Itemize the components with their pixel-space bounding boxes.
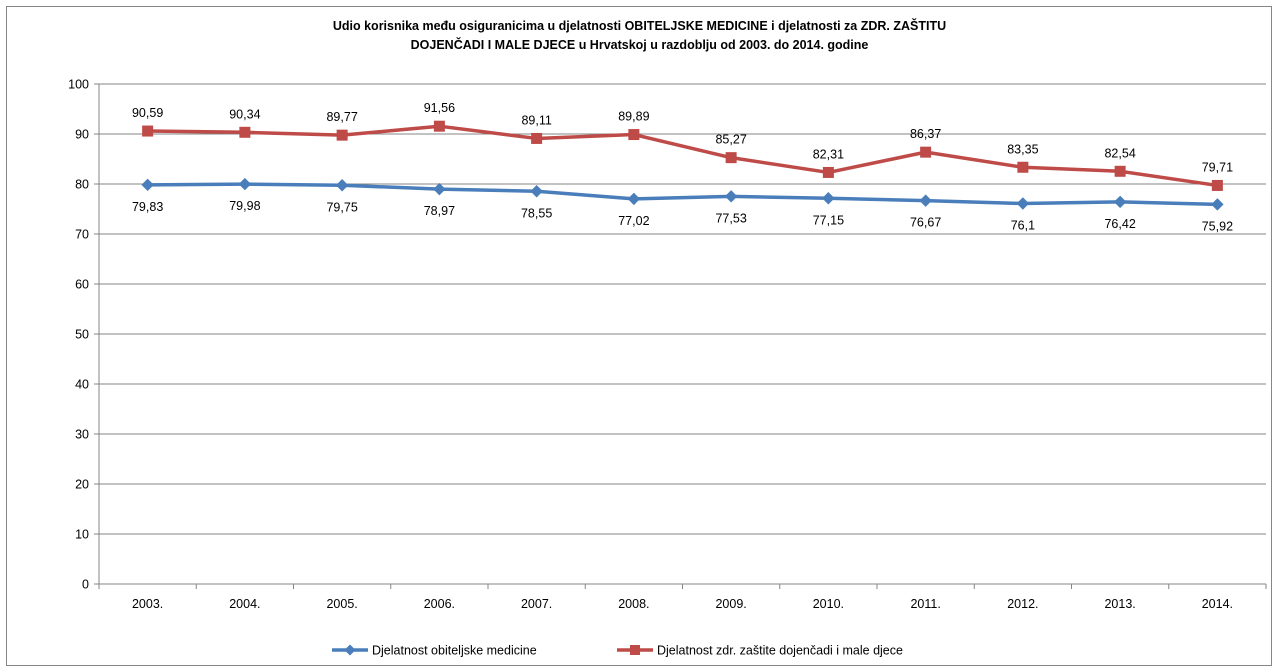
x-tick-label: 2014. [1202,597,1233,611]
chart-title-line-2: DOJENČADI I MALE DJECE u Hrvatskoj u raz… [410,38,869,52]
data-point-diamond [433,182,446,196]
data-label: 79,75 [326,200,357,214]
chart-title: Udio korisnika među osiguranicima u djel… [0,17,1279,55]
data-label: 76,42 [1104,217,1135,231]
data-point-square [628,129,640,141]
data-point-diamond [724,190,738,203]
x-tick-label: 2006. [424,597,455,611]
data-label: 83,35 [1007,142,1038,156]
legend-marker-diamond [344,644,356,656]
x-tick-label: 2011. [910,597,940,611]
data-label: 89,77 [326,110,357,124]
series-line [147,182,1218,207]
data-point-diamond [919,194,932,207]
data-label: 86,37 [910,127,941,141]
x-tick-label: 2012. [1007,597,1038,611]
x-tick-label: 2010. [813,597,844,611]
data-point-diamond [1016,197,1030,210]
y-tick-label: 0 [82,578,89,592]
x-tick-label: 2008. [618,597,649,611]
y-tick-label: 100 [68,78,89,92]
data-point-diamond [238,177,252,191]
series-line [147,124,1218,188]
x-tick-label: 2007. [521,597,552,611]
y-tick-label: 80 [75,178,89,192]
legend-item-1: Djelatnost obiteljske medicine [332,644,537,658]
data-label: 78,97 [424,204,455,218]
data-point-diamond [530,185,543,198]
data-label: 77,02 [618,214,649,228]
x-tick-label: 2013. [1104,597,1135,611]
x-tick-label: 2004. [229,597,260,611]
y-tick-label: 90 [75,128,89,142]
data-label: 90,59 [132,106,163,120]
data-labels: 79,83 79,98 79,75 78,97 78,55 77,02 77,53 77,15… [132,101,1233,233]
data-label: 79,83 [132,200,163,214]
legend: Djelatnost obiteljske medicine Djelatnost… [332,644,903,658]
legend-label: Djelatnost obiteljske medicine [372,644,537,658]
data-label: 85,27 [715,133,746,147]
data-point-diamond [141,178,154,192]
legend-marker-square [630,645,640,655]
data-point-square [725,152,737,164]
data-label: 77,15 [813,213,844,227]
data-label: 90,34 [229,107,260,121]
data-point-square [336,129,348,141]
x-tick-label: 2005. [326,597,357,611]
legend-label: Djelatnost zdr. zaštite dojenčadi i male… [657,644,903,658]
data-point-diamond [1211,198,1224,211]
data-point-diamond [627,192,641,206]
axes: 0 10 20 30 40 50 60 70 80 90 100 2003. 2004. 2005. 200… [68,78,1267,611]
data-point-square [531,132,543,144]
data-point-square [1114,165,1126,177]
y-tick-label: 60 [75,278,89,292]
x-tick-label: 2003. [132,597,163,611]
data-point-diamond [1113,195,1127,209]
y-tick-label: 10 [75,528,89,542]
y-tick-label: 70 [75,228,89,242]
data-label: 79,98 [229,199,260,213]
series [141,120,1224,211]
data-label: 82,31 [813,147,844,161]
data-label: 91,56 [424,101,455,115]
series-1 [141,177,1224,211]
data-point-square [1211,179,1223,191]
data-point-square [142,125,154,137]
data-point-diamond [335,179,349,192]
data-point-square [822,166,834,178]
data-label: 76,67 [910,216,941,230]
chart-frame [6,6,1272,666]
y-tick-label: 30 [75,428,89,442]
data-point-diamond [822,192,835,205]
y-tick-label: 20 [75,478,89,492]
data-label: 76,1 [1011,219,1035,233]
data-label: 79,71 [1202,160,1233,174]
data-label: 82,54 [1104,146,1135,160]
data-label: 77,53 [715,211,746,225]
data-label: 78,55 [521,206,552,220]
y-tick-label: 50 [75,328,89,342]
chart-title-line-1: Udio korisnika među osiguranicima u djel… [332,19,947,33]
data-point-square [920,146,932,158]
data-label: 89,89 [618,110,649,124]
data-point-square [433,120,445,132]
data-label: 75,92 [1202,219,1233,233]
x-tick-label: 2009. [715,597,746,611]
y-tick-label: 40 [75,378,89,392]
data-point-square [239,126,251,138]
gridlines [99,83,1266,535]
legend-item-2: Djelatnost zdr. zaštite dojenčadi i male… [617,644,903,658]
series-2 [142,120,1223,191]
data-label: 89,11 [521,113,551,127]
data-point-square [1017,161,1029,173]
